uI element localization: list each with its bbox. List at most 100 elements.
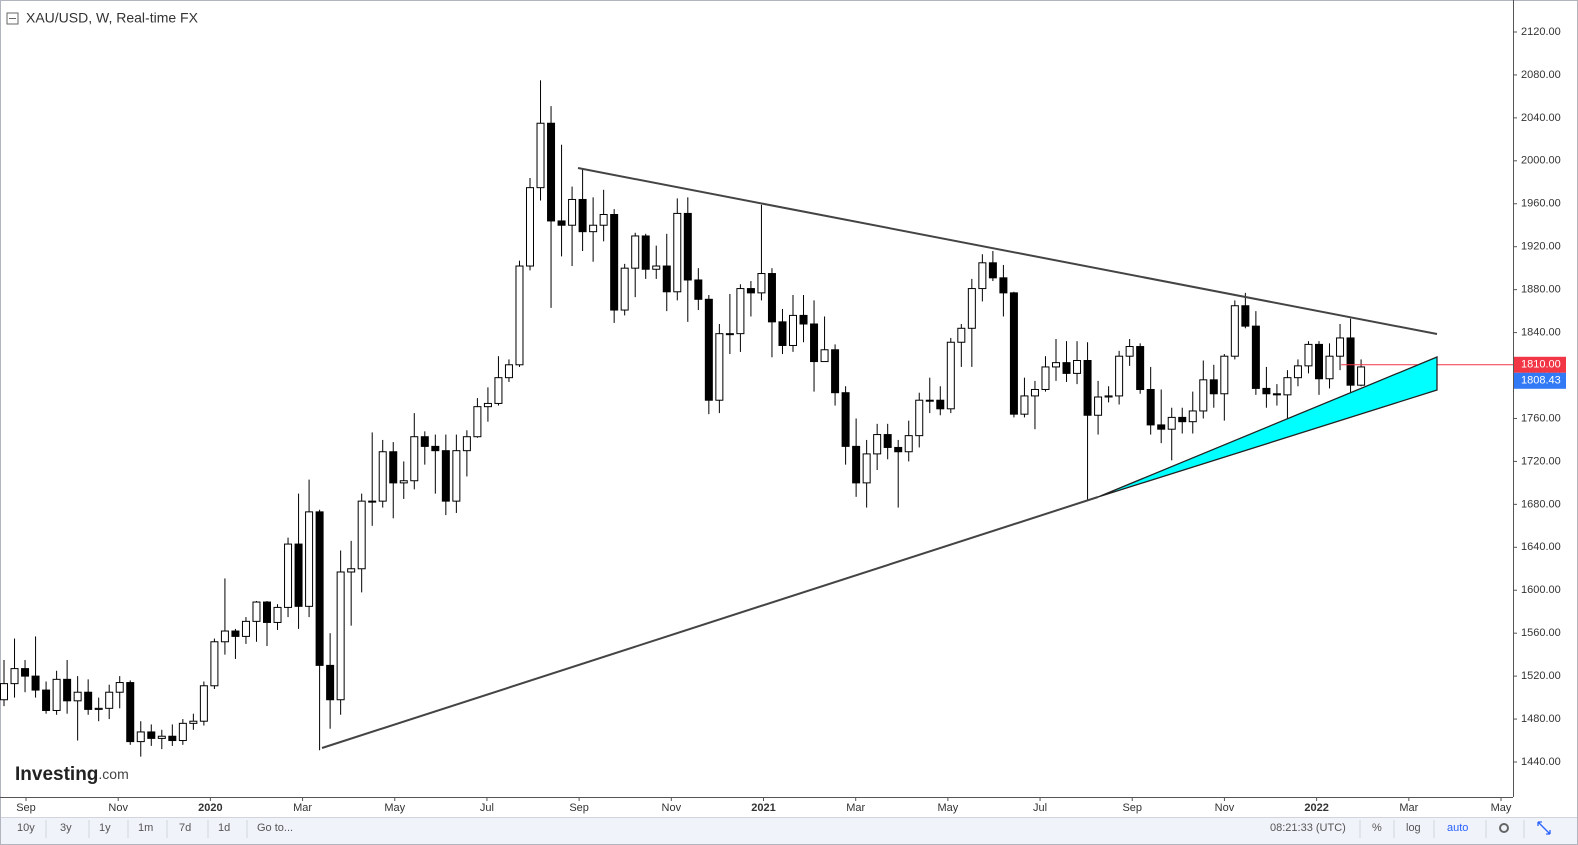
candle-body: [736, 288, 745, 335]
candle-body: [504, 364, 513, 379]
x-tick-label: 2022: [1304, 802, 1328, 814]
x-tick-label: Sep: [16, 802, 36, 814]
candle-body: [841, 392, 850, 447]
candle-body: [683, 212, 692, 281]
candle-body: [1083, 359, 1092, 416]
toolbar: [1, 817, 1577, 844]
candle-body: [904, 435, 913, 453]
candle-body: [157, 735, 166, 739]
candle-body: [1199, 379, 1208, 412]
toolbar-items: 10y 3y 1y 1m 7d 1d Go to...: [17, 820, 293, 838]
range-button[interactable]: 1d: [218, 822, 230, 834]
percent-toggle[interactable]: %: [1372, 822, 1382, 834]
watermark-suffix: .com: [98, 766, 128, 782]
candle-body: [483, 402, 492, 408]
range-button[interactable]: 3y: [60, 822, 72, 834]
y-tick-label: 1880.00: [1521, 284, 1561, 296]
candle-body: [0, 683, 8, 701]
candle-body: [147, 731, 156, 739]
candle-body: [1336, 337, 1345, 357]
candle-body: [599, 213, 608, 226]
y-tick-label: 1920.00: [1521, 241, 1561, 253]
upper-trendline: [577, 167, 1438, 335]
channel-fill: [1097, 356, 1438, 498]
x-tick-label: Sep: [569, 802, 589, 814]
y-tick-label: 1640.00: [1521, 541, 1561, 553]
candle-body: [399, 480, 408, 484]
candle-body: [831, 349, 840, 394]
chart-title: XAU/USD, W, Real-time FX: [26, 10, 199, 26]
candle-body: [1346, 337, 1355, 386]
candle-body: [315, 511, 324, 666]
candle-body: [241, 620, 250, 637]
candle-body: [126, 682, 135, 743]
candle-body: [1262, 387, 1271, 395]
x-tick-label: Nov: [108, 802, 128, 814]
candle-body: [21, 668, 30, 677]
candle-body: [746, 288, 755, 294]
candle-body: [1167, 416, 1176, 430]
x-tick-label: Mar: [1399, 802, 1418, 814]
candle-body: [52, 678, 61, 711]
candle-body: [473, 406, 482, 438]
settings-icon[interactable]: [1499, 823, 1509, 833]
candle-body: [336, 571, 345, 701]
candle-body: [1157, 424, 1166, 430]
candle-body: [515, 265, 524, 366]
candle-body: [94, 707, 103, 710]
y-tick-label: 1560.00: [1521, 627, 1561, 639]
candle-body: [967, 288, 976, 329]
candle-body: [694, 279, 703, 300]
range-button[interactable]: 1y: [99, 822, 111, 834]
candle-body: [557, 220, 566, 226]
price-label-box: [1514, 356, 1566, 373]
x-tick-label: Nov: [1215, 802, 1235, 814]
log-toggle[interactable]: log: [1406, 822, 1421, 834]
x-tick-label: Sep: [1122, 802, 1142, 814]
x-tick-label: Jul: [480, 802, 494, 814]
candle-body: [210, 641, 219, 687]
collapse-icon[interactable]: [6, 12, 19, 25]
candle-body: [84, 691, 93, 710]
candle-body: [1094, 396, 1103, 416]
candle-body: [1136, 346, 1145, 390]
candle-body: [1251, 325, 1260, 389]
candle-body: [357, 500, 366, 570]
candle-body: [778, 321, 787, 346]
goto-button[interactable]: Go to...: [257, 822, 293, 834]
candle-body: [263, 601, 271, 623]
candle-body: [31, 675, 40, 691]
candle-body: [1209, 379, 1218, 395]
candle-body: [252, 601, 261, 622]
candle-body: [420, 436, 429, 447]
candle-body: [1146, 388, 1155, 426]
candle-body: [957, 327, 966, 343]
candle-body: [178, 722, 187, 742]
y-tick-label: 1680.00: [1521, 498, 1561, 510]
candle-body: [873, 434, 882, 455]
candle-body: [326, 664, 335, 701]
candle-body: [1073, 359, 1082, 374]
candle-body: [578, 198, 587, 233]
clock: 08:21:33 (UTC): [1270, 822, 1346, 834]
range-button[interactable]: 1m: [138, 822, 153, 834]
candle-body: [231, 630, 240, 637]
candle-body: [441, 450, 450, 502]
candle-body: [63, 678, 72, 702]
range-button[interactable]: 10y: [17, 822, 35, 834]
range-button[interactable]: 7d: [179, 822, 191, 834]
fullscreen-icon[interactable]: [1537, 821, 1551, 835]
candle-body: [1230, 305, 1239, 357]
x-tick-label: 2020: [198, 802, 222, 814]
x-tick-label: 2021: [751, 802, 775, 814]
x-tick-label: May: [1491, 802, 1512, 814]
candle-body: [494, 377, 503, 404]
candle-body: [589, 224, 598, 233]
candle-body: [273, 606, 282, 623]
auto-toggle[interactable]: auto: [1447, 822, 1468, 834]
candle-body: [883, 434, 892, 448]
x-tick-label: Jul: [1033, 802, 1047, 814]
candle-body: [915, 399, 924, 437]
candle-body: [1283, 377, 1292, 396]
